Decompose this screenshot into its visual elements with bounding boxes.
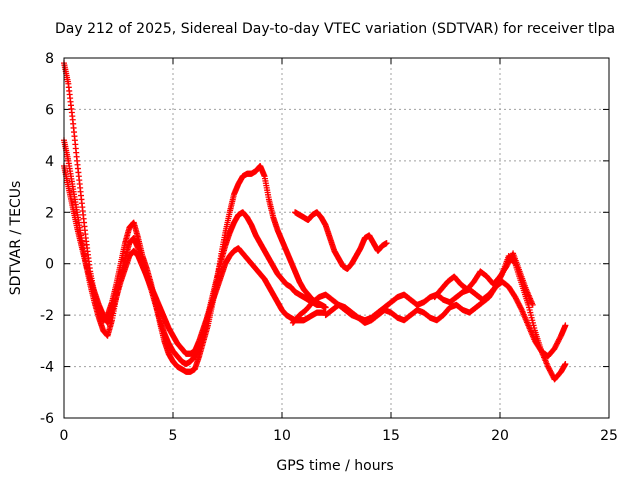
trace-marker bbox=[69, 202, 76, 209]
x-tick-label: 0 bbox=[60, 428, 69, 444]
chart-title: Day 212 of 2025, Sidereal Day-to-day VTE… bbox=[55, 21, 615, 37]
trace-marker bbox=[69, 113, 76, 120]
trace-marker bbox=[322, 304, 329, 311]
trace-marker bbox=[64, 181, 71, 188]
trace-marker bbox=[524, 320, 531, 327]
trace-marker bbox=[73, 153, 80, 160]
trace-marker bbox=[531, 325, 538, 331]
trace-marker bbox=[561, 323, 568, 330]
data-layer bbox=[61, 60, 569, 383]
y-tick-label: 6 bbox=[45, 102, 54, 118]
y-tick-label: 8 bbox=[45, 51, 54, 67]
trace-marker bbox=[117, 280, 124, 287]
x-tick-label: 25 bbox=[600, 428, 618, 444]
trace-marker bbox=[226, 211, 233, 218]
trace-marker bbox=[383, 240, 390, 247]
trace-marker bbox=[230, 193, 237, 200]
trace-marker bbox=[134, 233, 141, 240]
trace-marker bbox=[537, 346, 544, 353]
x-tick-label: 5 bbox=[169, 428, 178, 444]
plot-frame bbox=[63, 57, 610, 419]
trace-marker bbox=[64, 78, 71, 85]
trace-marker bbox=[265, 194, 272, 201]
x-axis-label: GPS time / hours bbox=[276, 458, 393, 474]
trace-marker bbox=[529, 300, 536, 307]
trace-marker bbox=[269, 212, 276, 219]
trace-marker bbox=[112, 295, 119, 302]
trace-marker bbox=[491, 285, 498, 292]
trace-marker bbox=[221, 244, 228, 251]
y-tick-label: 2 bbox=[45, 205, 54, 221]
trace-marker bbox=[95, 313, 102, 320]
y-tick-label: -6 bbox=[40, 411, 54, 427]
trace-marker bbox=[78, 240, 85, 247]
series-pass-4 bbox=[292, 209, 390, 272]
trace-marker bbox=[515, 266, 522, 273]
trace-marker bbox=[518, 305, 525, 312]
y-axis-label: SDTVAR / TECUs bbox=[8, 181, 24, 296]
x-tick-label: 10 bbox=[273, 428, 291, 444]
trace-marker bbox=[86, 274, 93, 281]
grid-lines bbox=[64, 58, 609, 418]
trace-marker bbox=[510, 292, 517, 299]
trace-marker bbox=[73, 222, 80, 229]
trace-marker bbox=[78, 192, 85, 199]
x-tick-label: 15 bbox=[382, 428, 400, 444]
trace-marker bbox=[561, 361, 568, 368]
x-tick-label: 20 bbox=[491, 428, 509, 444]
trace-marker bbox=[217, 259, 224, 266]
series-pass-7 bbox=[431, 250, 536, 308]
trace-marker bbox=[517, 304, 524, 311]
trace-marker bbox=[64, 155, 71, 162]
trace-marker bbox=[556, 335, 563, 342]
trace-marker bbox=[261, 172, 268, 179]
y-tick-label: -2 bbox=[40, 308, 54, 324]
tick-labels: -6 -4 -2 0 2 4 6 8 0 5 10 15 20 25 bbox=[40, 51, 618, 444]
trace-marker bbox=[544, 362, 551, 369]
trace-marker bbox=[156, 315, 163, 322]
y-tick-label: 4 bbox=[45, 154, 54, 170]
trace-marker bbox=[502, 265, 509, 272]
trace-marker bbox=[82, 231, 89, 238]
trace-marker bbox=[522, 284, 529, 291]
y-tick-label: 0 bbox=[45, 257, 54, 273]
trace-marker bbox=[82, 258, 89, 265]
y-tick-label: -4 bbox=[40, 360, 54, 376]
